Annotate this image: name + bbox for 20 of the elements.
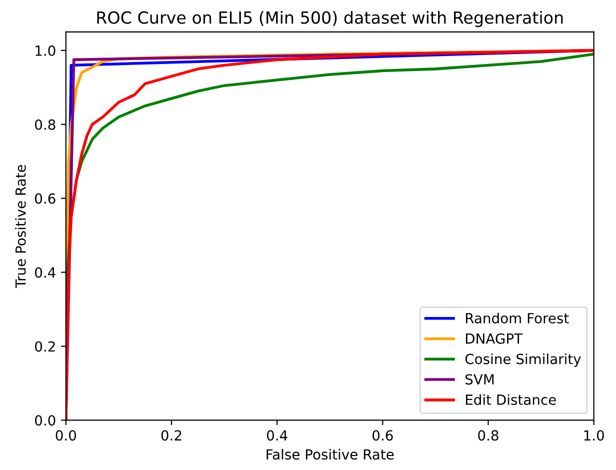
x-tick-label: 0.4 [266, 430, 288, 441]
y-axis-title: True Positive Rate [15, 164, 26, 288]
y-tick-label: 0.0 [35, 415, 56, 426]
x-tick-label: 0.6 [372, 430, 393, 441]
y-tick-label: 0.6 [35, 193, 56, 204]
legend-label: Random Forest [466, 312, 569, 324]
legend-label: DNAGPT [466, 333, 523, 344]
x-tick-label: 0.8 [478, 430, 498, 441]
legend-label: Edit Distance [466, 394, 556, 405]
x-tick-label: 0.2 [161, 430, 182, 441]
x-axis-title: False Positive Rate [266, 448, 394, 460]
legend-label: SVM [466, 374, 494, 385]
x-tick-label: 0.0 [56, 430, 76, 441]
legend-label: Cosine Similarity [465, 353, 581, 367]
chart-title: ROC Curve on ELI5 (Min 500) dataset with Regeneration [97, 10, 563, 28]
x-tick-label: 1.0 [584, 430, 604, 441]
y-tick-label: 0.2 [35, 341, 55, 352]
y-tick-label: 0.4 [35, 267, 56, 278]
y-tick-label: 1.0 [36, 45, 56, 56]
y-tick-label: 0.8 [35, 119, 56, 130]
